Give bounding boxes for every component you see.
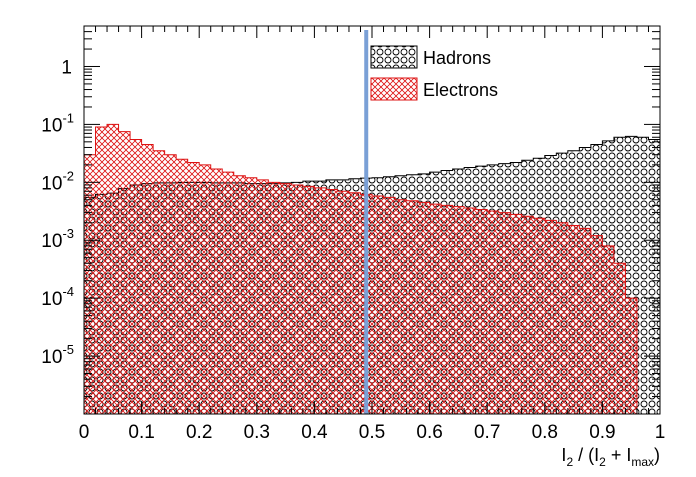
y-tick-labels: 1 10-1 10-2 10-3 10-4 10-5 — [41, 57, 74, 368]
x-tick-label: 0.3 — [244, 422, 270, 443]
x-axis-title-sub3: max — [631, 455, 654, 469]
x-tick-label: 0.9 — [589, 422, 615, 443]
x-tick-label: 0.4 — [301, 422, 328, 443]
y-tick-label: 10-1 — [41, 110, 74, 136]
x-axis-title-base: I — [561, 445, 566, 465]
x-tick-label: 0.7 — [474, 422, 500, 443]
x-axis-title-mid2: + I — [606, 445, 632, 465]
y-tick-label: 10-4 — [41, 284, 74, 310]
y-tick-label: 1 — [61, 57, 72, 78]
x-tick-label: 0 — [79, 422, 90, 443]
legend-swatch-electrons — [370, 77, 418, 101]
axis-ticks — [83, 25, 661, 415]
legend: Hadrons Electrons — [370, 45, 498, 101]
series-electrons-histogram — [83, 123, 660, 415]
legend-swatch-hadrons — [370, 45, 418, 69]
x-axis-title-sub1: 2 — [566, 455, 573, 469]
histogram-bars — [83, 123, 661, 415]
x-tick-label: 0.6 — [416, 422, 442, 443]
x-tick-label: 0.2 — [186, 422, 212, 443]
x-tick-label: 0.1 — [128, 422, 154, 443]
x-tick-label: 0.5 — [359, 422, 385, 443]
x-axis-title-end: ) — [654, 445, 660, 465]
x-axis-title-mid: / (I — [573, 445, 599, 465]
x-axis-title: I2 / (I2 + Imax) — [561, 445, 660, 469]
y-tick-label: 10-3 — [41, 226, 74, 252]
legend-label-electrons: Electrons — [423, 80, 498, 100]
x-tick-labels: 0 0.1 0.2 0.3 0.4 0.5 0.6 0.7 0.8 0.9 1 — [79, 422, 666, 443]
y-tick-label: 10-2 — [41, 168, 74, 194]
x-tick-label: 0.8 — [532, 422, 558, 443]
x-axis-title-sub2: 2 — [599, 455, 606, 469]
x-tick-label: 1 — [655, 422, 666, 443]
y-tick-label: 10-5 — [41, 342, 74, 368]
legend-label-hadrons: Hadrons — [423, 48, 491, 68]
